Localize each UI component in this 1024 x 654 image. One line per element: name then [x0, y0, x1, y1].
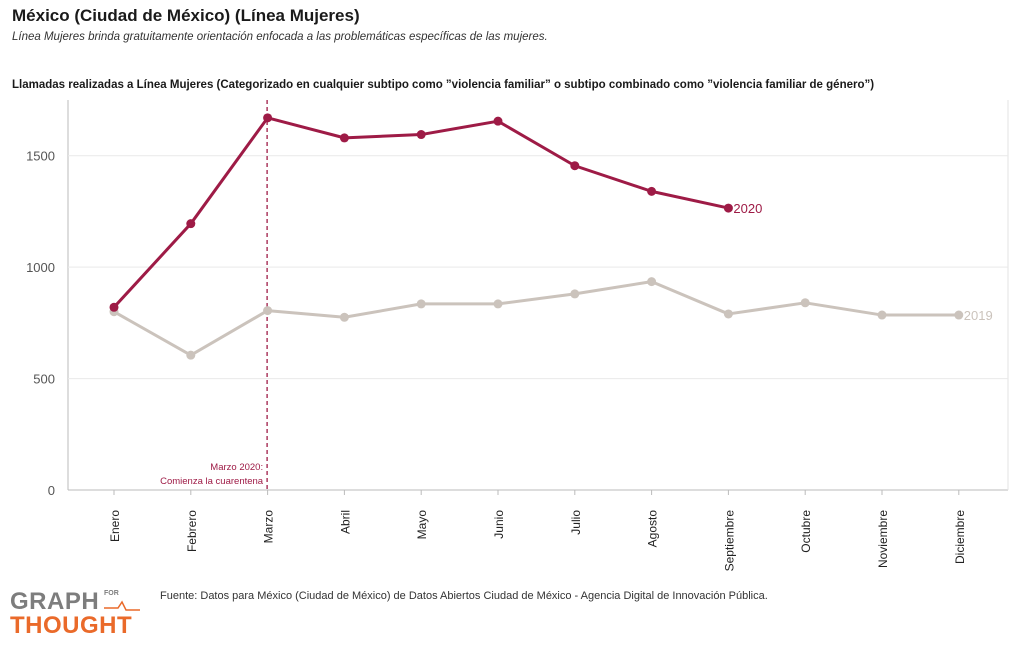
data-point-2020 [416, 130, 426, 140]
annotation-line1: Marzo 2020: [210, 462, 263, 473]
annotation-line2: Comienza la cuarentena [160, 476, 264, 487]
x-tick-label: Enero [108, 510, 122, 542]
data-point-2020 [723, 203, 733, 213]
data-point-2020 [570, 161, 580, 171]
logo-arrow-icon [104, 600, 140, 611]
data-point-2019 [186, 350, 196, 360]
x-tick-label: Junio [492, 510, 506, 539]
y-tick-label: 0 [48, 483, 55, 498]
series-label-2020: 2020 [733, 201, 762, 216]
data-point-2019 [263, 306, 273, 316]
data-point-2019 [416, 299, 426, 309]
data-point-2020 [186, 219, 196, 229]
y-tick-label: 1000 [26, 260, 55, 275]
source-text: Datos para México (Ciudad de México) de … [197, 590, 768, 602]
x-tick-label: Octubre [799, 510, 813, 553]
line-chart: 0 500 1000 1500 Enero Febrero Marzo Abril Mayo Ju… [26, 100, 1009, 572]
x-tick-label: Diciembre [953, 510, 967, 564]
y-tick-label: 1500 [26, 149, 55, 164]
x-tick-label: Septiembre [722, 510, 736, 572]
data-point-2019 [493, 299, 503, 309]
x-tick-label: Febrero [185, 510, 199, 552]
graph-for-thought-logo: GRAPH FOR THOUGHT [10, 588, 160, 644]
data-point-2019 [877, 310, 887, 320]
series-line-2019 [113, 280, 959, 357]
data-point-2020 [109, 302, 119, 312]
x-tick-label: Noviembre [876, 510, 890, 568]
series-label-2019: 2019 [964, 308, 993, 323]
source-note: Fuente: Datos para México (Ciudad de Méx… [160, 590, 768, 602]
data-point-2019 [800, 298, 810, 308]
chart-title: Llamadas realizadas a Línea Mujeres (Cat… [12, 79, 875, 91]
data-point-2020 [647, 186, 657, 196]
data-point-2019 [570, 289, 580, 299]
page-title: México (Ciudad de México) (Línea Mujeres… [12, 6, 360, 25]
x-tick-label: Marzo [262, 510, 276, 544]
series-line-2020 [112, 116, 729, 309]
data-point-2019 [339, 312, 349, 322]
logo-for: FOR [104, 590, 119, 597]
data-point-2020 [263, 113, 273, 123]
logo-line2: THOUGHT [10, 612, 133, 639]
data-point-2020 [493, 116, 503, 126]
y-tick-label: 500 [33, 372, 55, 387]
x-tick-label: Julio [569, 510, 583, 535]
x-tick-label: Abril [338, 510, 352, 534]
x-tick-label: Agosto [646, 510, 660, 548]
page-subtitle: Línea Mujeres brinda gratuitamente orien… [12, 31, 548, 43]
data-point-2019 [647, 277, 657, 287]
data-point-2019 [954, 310, 964, 320]
data-point-2019 [723, 309, 733, 319]
data-point-2020 [339, 133, 349, 143]
logo-line1: GRAPH [10, 588, 100, 615]
x-tick-label: Mayo [415, 510, 429, 540]
source-label: Fuente: [160, 590, 198, 602]
